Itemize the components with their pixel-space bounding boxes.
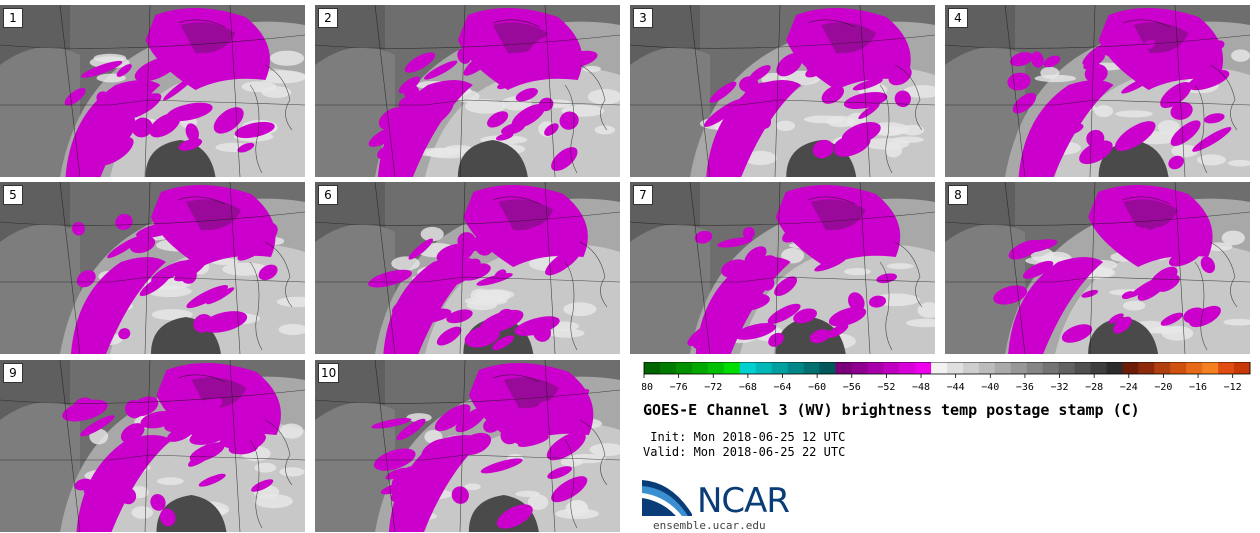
colorbar-tick-label: −52 bbox=[877, 382, 895, 393]
colorbar-swatch bbox=[915, 362, 932, 374]
colorbar-swatch bbox=[867, 362, 884, 374]
map-panel-10: 10 bbox=[315, 360, 620, 532]
colorbar-tick-label: −72 bbox=[704, 382, 722, 393]
colorbar-tick-label: −48 bbox=[912, 382, 930, 393]
panel-number: 2 bbox=[318, 8, 338, 28]
colorbar-swatch bbox=[787, 362, 804, 374]
colorbar-swatch bbox=[1090, 362, 1107, 374]
colorbar-tick-label: −60 bbox=[808, 382, 826, 393]
colorbar-swatch bbox=[1010, 362, 1028, 374]
colorbar-swatch bbox=[675, 362, 693, 374]
panel-number: 9 bbox=[3, 363, 23, 383]
colorbar-swatch bbox=[947, 362, 964, 374]
colorbar-tick-label: −28 bbox=[1085, 382, 1103, 393]
ncar-logo-text: NCAR bbox=[697, 481, 790, 521]
colorbar-swatch bbox=[883, 362, 900, 374]
colorbar-swatch bbox=[1154, 362, 1171, 374]
colorbar-swatch bbox=[1122, 362, 1139, 374]
ncar-logo-icon bbox=[642, 480, 692, 516]
panel-number: 7 bbox=[633, 185, 653, 205]
colorbar-swatch bbox=[1202, 362, 1219, 374]
colorbar-tick-label: −44 bbox=[947, 382, 965, 393]
colorbar-swatch bbox=[644, 362, 661, 374]
colorbar-swatch bbox=[978, 362, 996, 374]
colorbar-swatch bbox=[1234, 362, 1251, 374]
colorbar-swatch bbox=[931, 362, 948, 374]
colorbar-swatch bbox=[1026, 362, 1044, 374]
panel-number: 4 bbox=[948, 8, 968, 28]
colorbar-tick-label: −20 bbox=[1154, 382, 1172, 393]
colorbar-tick-label: −56 bbox=[843, 382, 861, 393]
colorbar-swatch bbox=[1058, 362, 1076, 374]
panel-number: 1 bbox=[3, 8, 23, 28]
colorbar-swatch bbox=[835, 362, 852, 374]
colorbar-swatch bbox=[1106, 362, 1123, 374]
panel-number: 6 bbox=[318, 185, 338, 205]
map-panel-4: 4 bbox=[945, 5, 1250, 177]
colorbar-swatch bbox=[962, 362, 980, 374]
map-panel-9: 9 bbox=[0, 360, 305, 532]
website-url: ensemble.ucar.edu bbox=[653, 519, 766, 532]
colorbar-swatch bbox=[899, 362, 916, 374]
colorbar-swatch bbox=[819, 362, 836, 374]
valid-time: Valid: Mon 2018-06-25 22 UTC bbox=[643, 445, 846, 459]
map-panel-8: 8 bbox=[945, 182, 1250, 354]
colorbar-swatch bbox=[771, 362, 789, 374]
colorbar-swatch bbox=[659, 362, 677, 374]
colorbar-swatch bbox=[1218, 362, 1235, 374]
colorbar-tick-label: −80 bbox=[642, 382, 653, 393]
colorbar-swatch bbox=[723, 362, 741, 374]
map-panel-6: 6 bbox=[315, 182, 620, 354]
colorbar-swatch bbox=[1186, 362, 1203, 374]
colorbar-swatch bbox=[755, 362, 773, 374]
colorbar-swatch bbox=[994, 362, 1012, 374]
map-panel-7: 7 bbox=[630, 182, 935, 354]
colorbar-tick-label: −12 bbox=[1224, 382, 1242, 393]
colorbar-swatch bbox=[691, 362, 709, 374]
colorbar-swatch bbox=[851, 362, 868, 374]
map-panel-3: 3 bbox=[630, 5, 935, 177]
panel-number: 3 bbox=[633, 8, 653, 28]
colorbar-tick-label: −16 bbox=[1189, 382, 1207, 393]
colorbar-tick-label: −76 bbox=[670, 382, 688, 393]
colorbar-swatch bbox=[1042, 362, 1060, 374]
init-time: Init: Mon 2018-06-25 12 UTC bbox=[643, 430, 846, 444]
colorbar-swatch bbox=[1138, 362, 1155, 374]
map-panel-2: 2 bbox=[315, 5, 620, 177]
panel-number: 10 bbox=[318, 363, 340, 383]
colorbar-tick-label: −64 bbox=[773, 382, 791, 393]
colorbar-swatch bbox=[803, 362, 820, 374]
colorbar-tick-label: −24 bbox=[1120, 382, 1138, 393]
colorbar-swatch bbox=[1074, 362, 1092, 374]
brightness-temp-colorbar: −80 −76 −72 −68 −64 −60 −56 −52 −48 −44 −40 −36 −32 −… bbox=[642, 362, 1251, 393]
colorbar-swatch bbox=[1170, 362, 1187, 374]
colorbar-tick-label: −32 bbox=[1051, 382, 1069, 393]
map-panel-5: 5 bbox=[0, 182, 305, 354]
colorbar-swatch bbox=[739, 362, 757, 374]
colorbar-tick-label: −68 bbox=[739, 382, 757, 393]
colorbar-frame bbox=[643, 362, 1251, 375]
panel-number: 8 bbox=[948, 185, 968, 205]
map-panel-1: 1 bbox=[0, 5, 305, 177]
figure-title: GOES-E Channel 3 (WV) brightness temp po… bbox=[643, 401, 1140, 419]
colorbar-tick-label: −40 bbox=[981, 382, 999, 393]
colorbar-swatch bbox=[707, 362, 725, 374]
panel-number: 5 bbox=[3, 185, 23, 205]
colorbar-tick-label: −36 bbox=[1016, 382, 1034, 393]
